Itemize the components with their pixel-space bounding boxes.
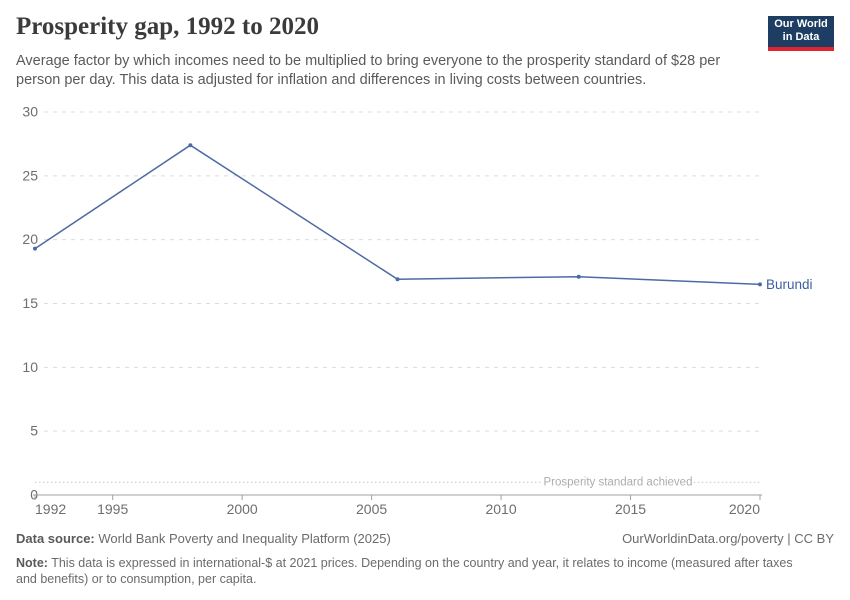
series-label: Burundi <box>766 277 813 292</box>
owid-logo-line2: in Data <box>782 31 820 43</box>
y-axis-tick-label: 5 <box>30 423 38 439</box>
note-line-1: Note: This data is expressed in internat… <box>16 555 834 571</box>
source-row: Data source: World Bank Poverty and Ineq… <box>16 531 834 546</box>
owid-logo: Our World in Data <box>768 16 834 51</box>
y-axis-tick-label: 20 <box>22 231 38 247</box>
chart-subtitle: Average factor by which incomes need to … <box>16 52 720 90</box>
data-source: Data source: World Bank Poverty and Ineq… <box>16 531 391 546</box>
note-line-2: and benefits) or to consumption, per cap… <box>16 572 257 586</box>
y-axis-tick-label: 30 <box>22 104 38 120</box>
data-source-text: World Bank Poverty and Inequality Platfo… <box>98 531 391 546</box>
data-point[interactable] <box>188 143 193 148</box>
page-title: Prosperity gap, 1992 to 2020 <box>16 13 319 40</box>
y-axis-tick-label: 15 <box>22 295 38 311</box>
x-axis-tick-label: 2005 <box>356 501 387 517</box>
data-point[interactable] <box>576 274 581 279</box>
x-axis-tick-label: 1995 <box>97 501 128 517</box>
subtitle-line-1: Average factor by which incomes need to … <box>16 53 721 69</box>
x-axis-tick-label: 2015 <box>615 501 646 517</box>
data-source-label: Data source: <box>16 531 95 546</box>
subtitle-line-2: person per day. This data is adjusted fo… <box>16 72 647 88</box>
owid-logo-line1: Our World <box>774 18 828 30</box>
x-axis-tick-label: 2010 <box>485 501 516 517</box>
chart-footer: Data source: World Bank Poverty and Ineq… <box>16 531 834 587</box>
attribution: OurWorldinData.org/poverty | CC BY <box>622 531 834 546</box>
y-axis-tick-label: 10 <box>22 359 38 375</box>
line-chart[interactable]: 0510152025301992199520002005201020152020… <box>0 97 850 527</box>
data-line[interactable] <box>34 144 761 286</box>
x-axis-tick-label: 2000 <box>227 501 258 517</box>
data-point[interactable] <box>758 282 762 287</box>
note-label: Note: <box>16 556 48 570</box>
x-axis-tick-label: 1992 <box>35 501 66 517</box>
annotation-label: Prosperity standard achieved <box>544 477 693 489</box>
data-point[interactable] <box>33 246 37 251</box>
owid-logo-text: Our World in Data <box>768 16 834 47</box>
y-axis-tick-label: 25 <box>22 167 38 183</box>
data-point[interactable] <box>395 277 400 282</box>
note-text-1: This data is expressed in international-… <box>51 556 793 570</box>
chart-note: Note: This data is expressed in internat… <box>16 555 834 587</box>
x-axis-tick-label: 2020 <box>729 501 760 517</box>
owid-logo-red-bar <box>768 47 834 51</box>
